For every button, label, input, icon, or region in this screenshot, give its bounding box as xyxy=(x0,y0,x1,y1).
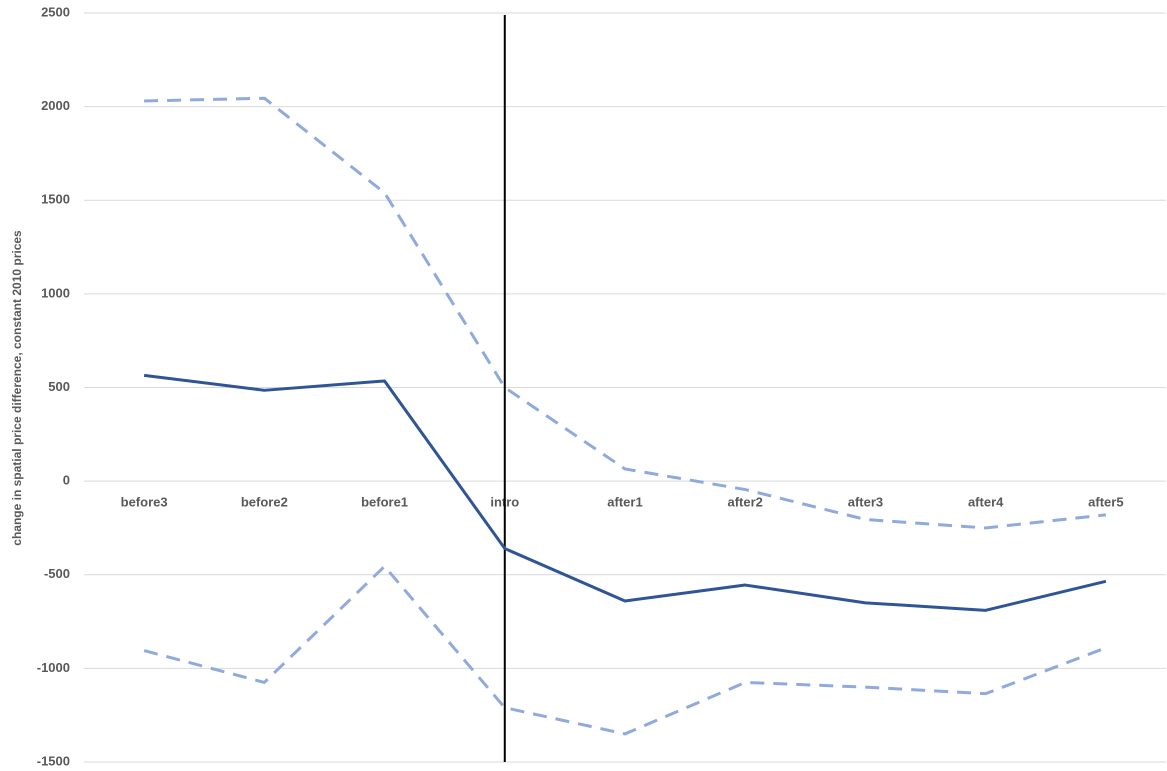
x-tick-label: before1 xyxy=(361,495,408,510)
y-tick-label: -500 xyxy=(44,566,70,581)
series-line xyxy=(143,564,1107,736)
y-tick-label: -1500 xyxy=(37,753,70,768)
y-tick-label: 0 xyxy=(63,473,70,488)
y-tick-label: -1000 xyxy=(37,660,70,675)
x-tick-label: before3 xyxy=(121,495,168,510)
x-tick-label: after1 xyxy=(607,495,642,510)
x-tick-label: after2 xyxy=(728,495,763,510)
x-tick-label: after4 xyxy=(968,495,1004,510)
series-line xyxy=(143,373,1107,612)
y-tick-label: 2500 xyxy=(41,4,70,19)
y-tick-label: 500 xyxy=(48,379,70,394)
x-tick-label: after5 xyxy=(1088,495,1123,510)
x-tick-label: before2 xyxy=(241,495,288,510)
y-tick-label: 2000 xyxy=(41,98,70,113)
series-line xyxy=(144,96,1107,530)
y-tick-label: 1500 xyxy=(41,192,70,207)
y-tick-label: 1000 xyxy=(41,285,70,300)
y-axis-title: change in spatial price difference, cons… xyxy=(10,230,24,546)
x-tick-label: after3 xyxy=(848,495,883,510)
